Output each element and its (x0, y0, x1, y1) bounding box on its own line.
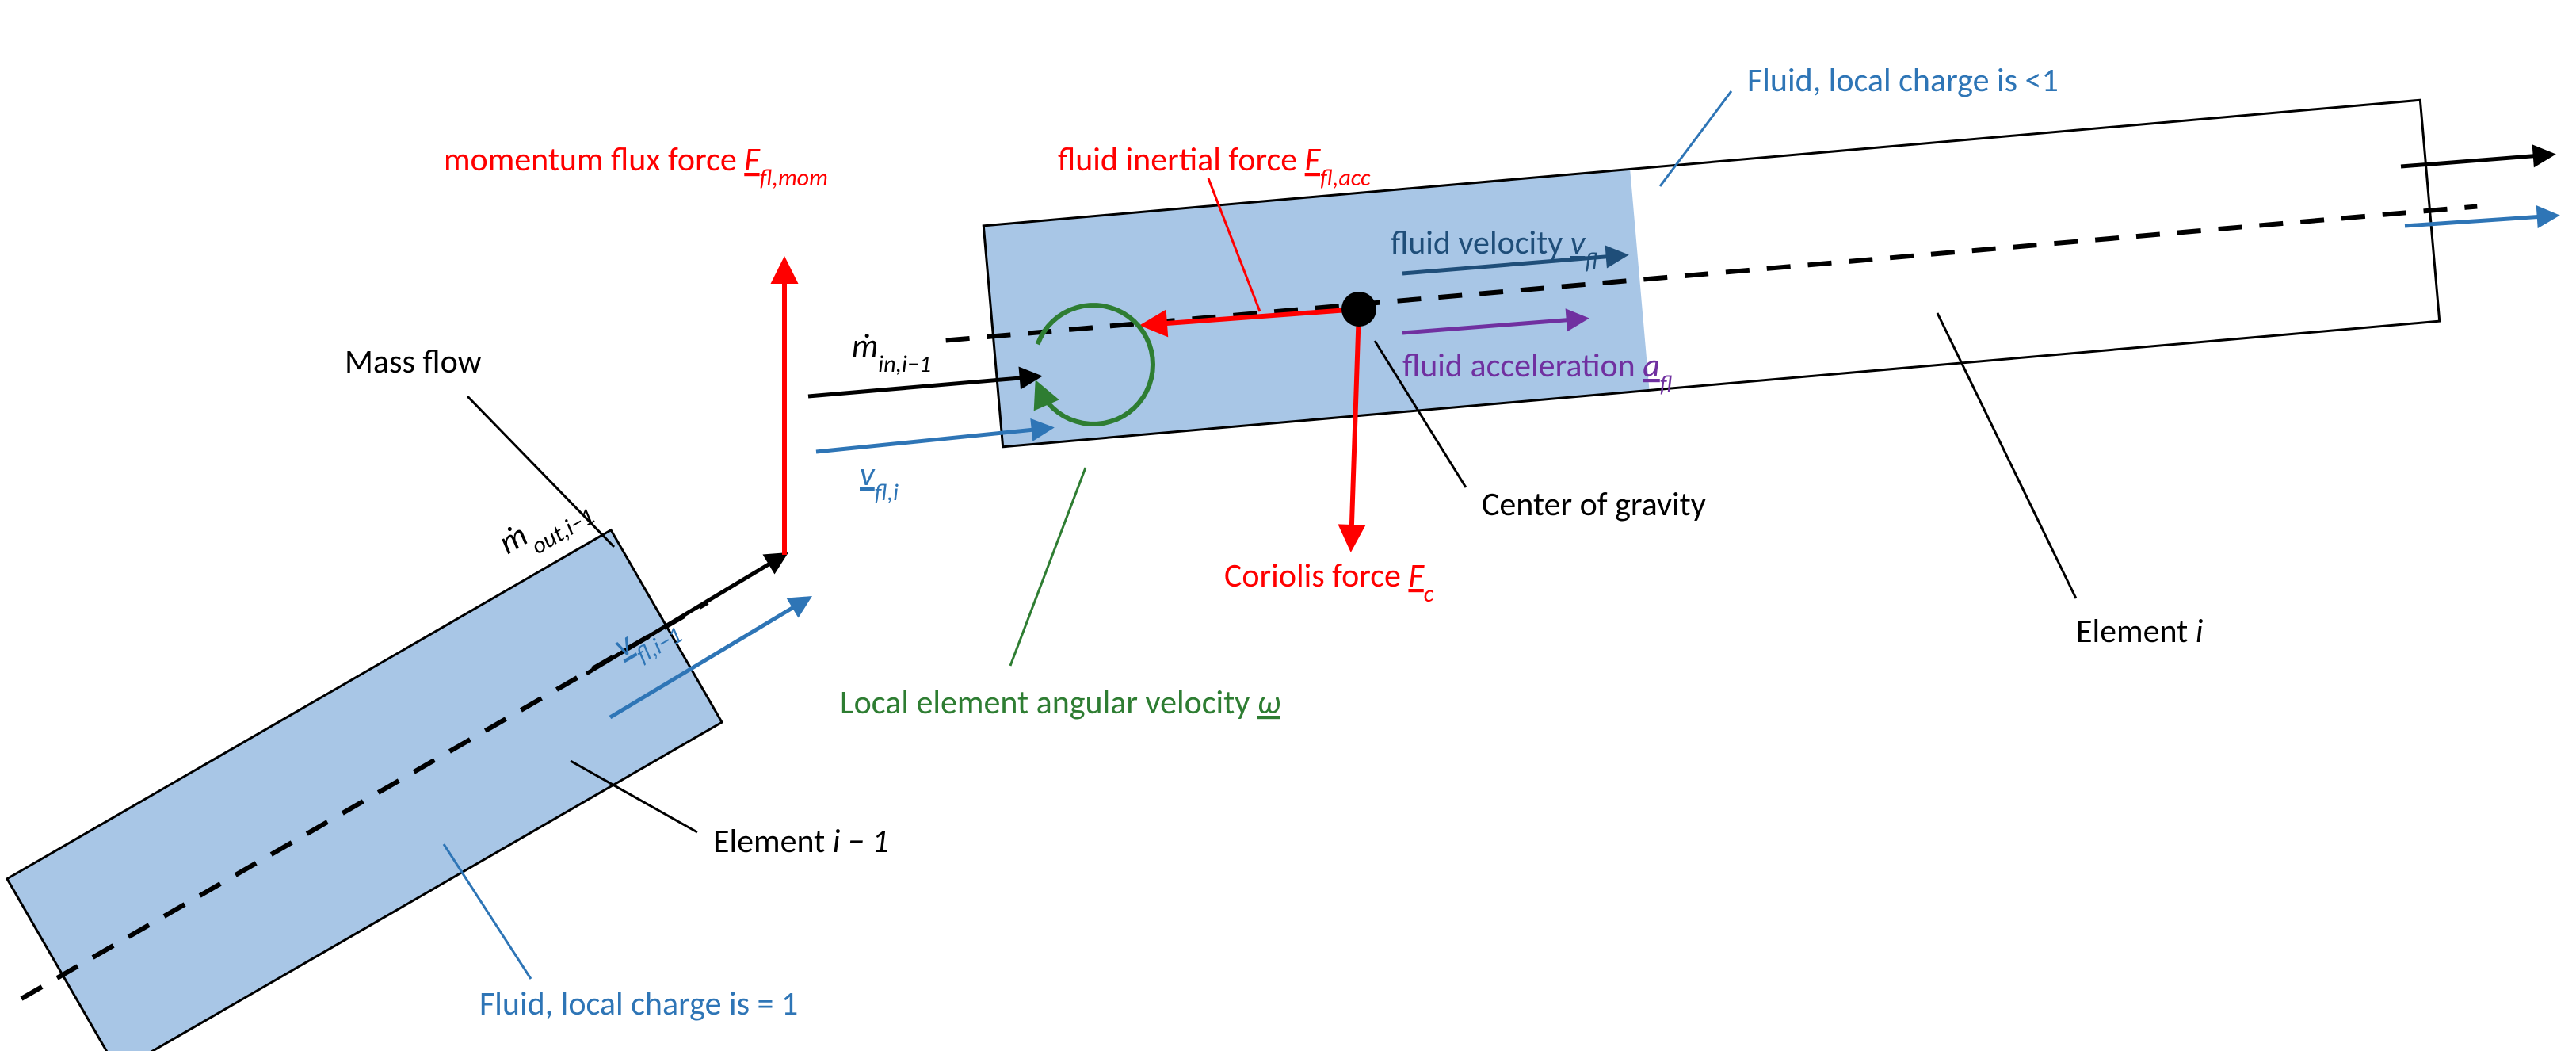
label-mom_flux: momentum flux force Ffl,mom (444, 139, 828, 193)
label-ang_vel: Local element angular velocity ω (840, 682, 1280, 723)
label-mdot_in: ṁin,i−1 (852, 326, 931, 379)
label-cog: Center of gravity (1482, 484, 1706, 525)
label-coriolis: Coriolis force Fc (1224, 556, 1434, 609)
label-elem_im1: Element i − 1 (713, 821, 889, 862)
leader-fluid_lt1 (1660, 91, 1731, 186)
leader-ang_vel (1010, 468, 1086, 666)
arrow-out_black (2401, 155, 2551, 166)
label-elem_i: Element i (2076, 611, 2204, 652)
label-inertial: fluid inertial force Ffl,acc (1058, 139, 1371, 193)
label-mass_flow: Mass flow (345, 342, 482, 382)
label-fluid_eq1: Fluid, local charge is = 1 (479, 984, 798, 1024)
arrow-out_blue (2405, 216, 2555, 226)
element-i-minus-1 (0, 506, 763, 1051)
leader-fluid1 (444, 844, 531, 979)
label-fluid_lt1: Fluid, local charge is <1 (1747, 60, 2059, 101)
center-of-gravity-dot (1341, 292, 1376, 327)
label-vfl_i: vfl,i (860, 454, 899, 507)
element-i-minus-1-fluid (7, 530, 722, 1051)
